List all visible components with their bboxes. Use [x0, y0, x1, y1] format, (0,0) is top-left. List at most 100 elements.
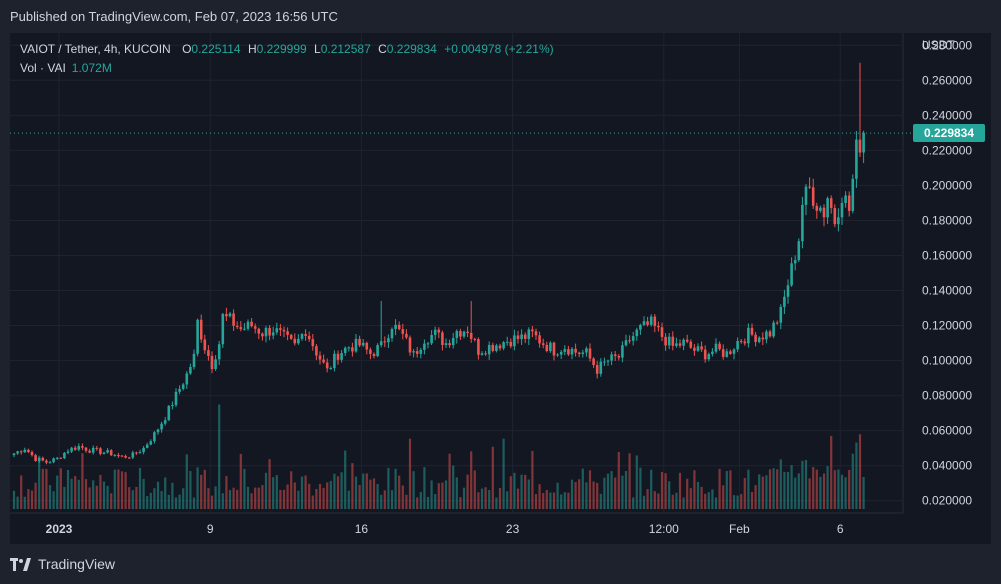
- price-tick-label: 0.060000: [922, 424, 972, 438]
- volume-bar: [772, 468, 775, 509]
- currency-label[interactable]: USDT: [922, 38, 955, 52]
- volume-bar: [570, 479, 574, 509]
- candle-body: [30, 452, 34, 456]
- candle-body: [682, 339, 685, 346]
- candle-body: [196, 319, 199, 354]
- candles: [12, 62, 865, 465]
- time-tick-label: 9: [207, 522, 214, 536]
- candle-body: [552, 342, 556, 356]
- volume-bar: [12, 490, 16, 509]
- candle-body: [757, 337, 761, 342]
- volume-bar: [804, 460, 808, 509]
- candle-body: [700, 346, 703, 350]
- volume-bar: [491, 446, 494, 509]
- volume-bar: [840, 474, 844, 509]
- volume-bar: [725, 471, 728, 509]
- volume-bar: [142, 478, 145, 509]
- candle-body: [19, 451, 23, 453]
- candle-body: [189, 367, 192, 374]
- volume-bar: [524, 474, 527, 509]
- candlestick-chart[interactable]: 0.280000 0.260000 0.240000 0.220000 0.200000…: [10, 33, 991, 544]
- volume-bar: [563, 492, 566, 509]
- volume-bar: [434, 493, 437, 509]
- volume-bar: [66, 469, 70, 509]
- volume-bar: [671, 494, 674, 509]
- volume-bar: [783, 471, 786, 509]
- volume-bar: [239, 453, 242, 509]
- candle-body: [271, 332, 275, 336]
- candle-body: [505, 341, 509, 343]
- candle-body: [138, 452, 142, 454]
- volume-bar: [650, 469, 653, 509]
- volume-bar: [722, 485, 725, 509]
- volume-bar: [412, 471, 415, 509]
- candle-body: [844, 195, 847, 203]
- volume-bar: [318, 483, 322, 509]
- volume-bar: [441, 482, 444, 509]
- candle-body: [585, 348, 588, 353]
- volume-bar: [603, 477, 606, 509]
- volume-bar: [855, 442, 858, 509]
- candle-body: [437, 329, 441, 333]
- time-tick-label: 16: [355, 522, 369, 536]
- candle-body: [84, 447, 88, 451]
- volume-bar: [614, 477, 617, 509]
- candle-body: [448, 343, 451, 346]
- volume-bar: [588, 470, 592, 509]
- candle-body: [509, 341, 513, 347]
- candle-body: [45, 460, 48, 463]
- tradingview-footer[interactable]: TradingView: [10, 556, 115, 572]
- candle-body: [549, 342, 552, 352]
- volume-bar: [221, 493, 224, 509]
- candle-body: [369, 349, 372, 354]
- candle-body: [520, 334, 523, 340]
- candle-body: [135, 452, 138, 454]
- time-tick-label: 2023: [46, 522, 73, 536]
- symbol-title[interactable]: VAIOT / Tether, 4h, KUCOIN: [20, 42, 171, 56]
- volume-bar: [545, 489, 548, 509]
- volume-bar: [279, 489, 282, 509]
- candle-body: [340, 353, 343, 360]
- candle-body: [484, 353, 487, 355]
- candle-body: [268, 327, 271, 336]
- candle-body: [808, 186, 811, 188]
- volume-bar: [815, 469, 818, 509]
- volume-bar: [286, 484, 289, 509]
- volume-bar: [264, 472, 268, 509]
- candle-body: [289, 334, 293, 339]
- time-tick-label: 23: [506, 522, 520, 536]
- chart-pane[interactable]: 0.280000 0.260000 0.240000 0.220000 0.200000…: [10, 33, 991, 544]
- volume-bar: [131, 490, 134, 509]
- volume-bar: [581, 468, 584, 509]
- volume-bar: [657, 493, 660, 509]
- price-tick-label: 0.020000: [922, 494, 972, 508]
- candle-body: [858, 139, 862, 153]
- volume-bar: [362, 473, 365, 509]
- candle-body: [455, 330, 459, 338]
- candle-body: [430, 334, 433, 344]
- candle-body: [689, 341, 693, 348]
- volume-bar: [578, 479, 581, 509]
- candle-body: [307, 335, 311, 340]
- volume-bar: [711, 489, 714, 509]
- candle-body: [127, 457, 131, 459]
- volume-bar: [675, 492, 678, 509]
- candle-body: [354, 338, 358, 352]
- volume-label[interactable]: Vol · VAI: [20, 61, 66, 75]
- candle-body: [12, 453, 16, 456]
- volume-bar: [819, 476, 822, 509]
- volume-bar: [740, 494, 743, 509]
- volume-bar: [77, 479, 80, 509]
- time-tick-label: Feb: [729, 522, 750, 536]
- volume-bar: [732, 495, 736, 509]
- candle-body: [570, 348, 574, 355]
- volume-bar: [786, 472, 790, 509]
- candle-body: [77, 446, 81, 450]
- volume-bar: [660, 471, 664, 509]
- volume-bar: [862, 476, 865, 509]
- candle-body: [606, 360, 610, 362]
- volume-bar: [153, 488, 156, 509]
- candle-body: [664, 336, 667, 346]
- candle-body: [228, 313, 232, 317]
- candle-body: [649, 316, 653, 325]
